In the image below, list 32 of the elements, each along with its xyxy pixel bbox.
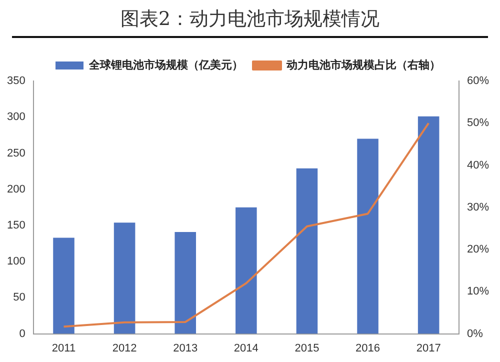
chart-title: 图表2：动力电池市场规模情况 (12, 6, 488, 38)
y2-tick-label: 30% (466, 201, 490, 214)
legend-label: 全球锂电池市场规模（亿美元） (88, 58, 243, 72)
x-tick-label: 2012 (112, 342, 137, 354)
bar (418, 116, 440, 334)
bar (236, 207, 257, 334)
x-tick-label: 2014 (234, 342, 258, 354)
x-tick-label: 2011 (52, 342, 76, 354)
y2-tick-label: 40% (466, 159, 490, 172)
y-tick-label: 200 (6, 183, 26, 196)
y2-tick-label: 50% (466, 117, 490, 130)
y-tick-label: 0 (19, 328, 26, 340)
y-tick-label: 100 (6, 256, 26, 268)
y-tick-label: 50 (13, 292, 26, 304)
y-tick-label: 300 (6, 111, 26, 124)
bar (174, 232, 196, 334)
x-tick-label: 2016 (356, 342, 380, 354)
y-tick-label: 250 (6, 147, 26, 160)
y-tick-label: 350 (6, 75, 26, 88)
x-tick-label: 2017 (416, 342, 441, 354)
bar (296, 168, 318, 334)
y-tick-label: 150 (6, 219, 26, 232)
x-tick-label: 2015 (294, 342, 320, 354)
bar (53, 238, 74, 334)
y2-tick-label: 0% (466, 328, 484, 340)
bar (114, 222, 136, 334)
legend-label: 动力电池市场规模占比（右轴） (286, 58, 440, 72)
y2-tick-label: 10% (466, 286, 490, 298)
bar (357, 138, 378, 334)
x-tick-label: 2013 (173, 342, 198, 354)
y2-tick-label: 20% (466, 244, 490, 256)
y2-tick-label: 60% (466, 75, 490, 88)
